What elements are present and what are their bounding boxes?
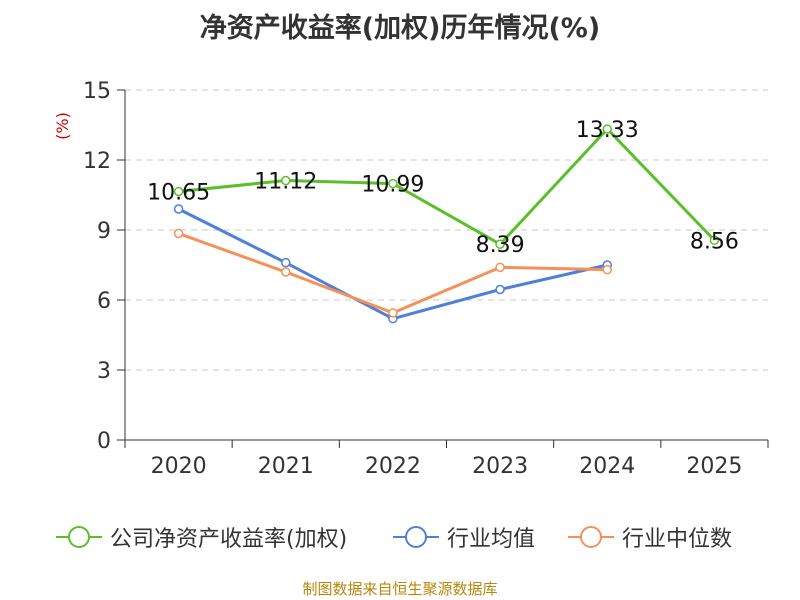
y-tick-label: 6 [97, 289, 111, 314]
series-line [178, 127, 716, 246]
axis-layer: 0 3 6 9 12 15 (%) 2020 2021 2022 2023 2024 2025 [53, 79, 769, 479]
y-tick-label: 0 [97, 429, 111, 454]
series-layer [173, 124, 720, 324]
legend-item-industry-mean[interactable]: 行业均值 [391, 520, 535, 554]
y-tick-label: 12 [83, 149, 111, 174]
data-point [388, 178, 398, 189]
data-point [709, 235, 720, 246]
data-label: 10.99 [361, 173, 424, 198]
data-point [281, 175, 291, 186]
series-line [178, 232, 608, 315]
chart-title: 净资产收益率(加权)历年情况(%) [199, 13, 601, 44]
x-tick-label: 2024 [579, 454, 635, 479]
y-axis-label: (%) [53, 112, 72, 140]
data-point [281, 257, 291, 268]
legend-item-industry-median[interactable]: 行业中位数 [566, 520, 732, 554]
x-tick-label: 2022 [365, 454, 421, 479]
data-label: 10.65 [147, 181, 210, 206]
legend: 公司净资产收益率(加权) 行业均值 行业中位数 [0, 520, 800, 554]
data-point [281, 267, 291, 277]
data-label: 13.33 [576, 118, 639, 143]
x-tick-label: 2023 [472, 454, 528, 479]
y-tick-label: 3 [97, 359, 111, 384]
data-point [173, 186, 184, 197]
y-tick-label: 9 [97, 219, 111, 244]
data-point [388, 308, 398, 318]
data-label: 8.39 [476, 233, 525, 258]
data-point [173, 228, 184, 239]
legend-item-company[interactable]: 公司净资产收益率(加权) [54, 520, 347, 554]
y-tick-label: 15 [83, 79, 111, 104]
legend-label-company: 公司净资产收益率(加权) [110, 527, 348, 552]
data-point [602, 264, 612, 275]
series-line [177, 207, 608, 321]
data-point [495, 284, 505, 295]
x-tick-label: 2025 [686, 454, 742, 479]
data-label: 8.56 [690, 229, 739, 254]
legend-label-industry-median: 行业中位数 [622, 527, 733, 552]
data-label: 11.12 [254, 170, 317, 195]
data-point [173, 204, 184, 214]
x-tick-label: 2020 [151, 454, 207, 479]
data-point [495, 239, 505, 249]
data-source-note: 制图数据来自恒生聚源数据库 [302, 580, 498, 598]
grid-layer [125, 89, 768, 371]
label-layer: 10.65 11.12 10.99 8.39 13.33 8.56 [147, 118, 739, 258]
x-tick-label: 2021 [258, 454, 314, 479]
legend-label-industry-mean: 行业均值 [447, 527, 536, 552]
data-point [495, 262, 505, 273]
data-point [602, 124, 612, 134]
